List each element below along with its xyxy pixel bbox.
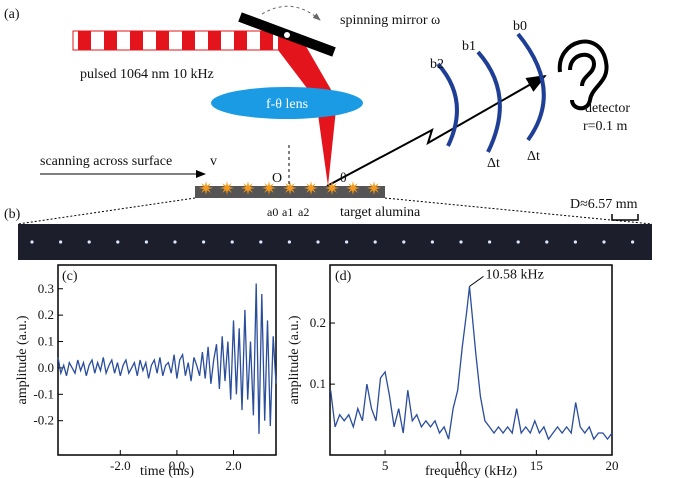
lens [211, 87, 363, 119]
annotation: 10.58 kHz [485, 267, 543, 282]
spot [287, 240, 291, 244]
spark [241, 181, 255, 195]
spot [316, 240, 320, 244]
spark [220, 181, 234, 195]
wavefront [436, 62, 459, 147]
spot [144, 240, 148, 244]
spot [173, 240, 177, 244]
spot [430, 240, 434, 244]
spot [345, 240, 349, 244]
y-tick-label: 0.2 [38, 307, 54, 322]
spot [87, 240, 91, 244]
x-tick-label: 0.0 [169, 458, 185, 473]
lens-label: f-θ lens [266, 97, 308, 112]
spot [573, 240, 578, 244]
mirror-axis [284, 32, 290, 38]
spot [459, 240, 463, 244]
scan-label: scanning across surface [40, 154, 172, 169]
x-tick-label: -2.0 [110, 458, 131, 473]
spark [283, 181, 297, 195]
x-tick-label: 10 [454, 458, 467, 473]
spot [30, 240, 34, 244]
origin-label: O [272, 171, 282, 186]
propagation-arrow [326, 75, 547, 187]
target-label: target alumina [340, 205, 421, 220]
spot [488, 240, 492, 244]
velocity-label: v [210, 154, 217, 169]
wavefront-label: b1 [462, 39, 476, 54]
spot [202, 240, 206, 244]
photo-strip [18, 224, 652, 260]
y-tick-label: 0.0 [38, 360, 54, 375]
spark [304, 181, 318, 195]
laser-beam [72, 30, 286, 51]
scale-label: D≈6.57 mm [570, 197, 638, 212]
plot-frame [329, 264, 613, 456]
spark [367, 181, 381, 195]
spark [346, 181, 360, 195]
scale-bar [611, 214, 639, 221]
spot [116, 240, 120, 244]
spot [602, 240, 606, 244]
spot [259, 240, 263, 244]
delay-label: Δt [527, 149, 540, 164]
y-tick-label: -0.2 [33, 413, 54, 428]
wavefront-label: b0 [513, 19, 527, 34]
signal-line [329, 286, 613, 441]
zoom-line [17, 197, 196, 225]
spark [325, 181, 339, 195]
y-axis-label: amplitude (a.u.) [287, 315, 302, 404]
delay-label: Δt [487, 156, 500, 171]
spark [262, 181, 276, 195]
detector-label: detector [585, 101, 630, 116]
spot [402, 240, 406, 244]
y-axis-label: amplitude (a.u.) [15, 315, 30, 404]
zoom-line [384, 197, 653, 225]
signal-line [57, 283, 277, 434]
mirror-label: spinning mirror ω [340, 13, 440, 28]
spot [59, 240, 63, 244]
spot [631, 240, 635, 244]
site-label: a0 [267, 205, 278, 219]
spot [516, 240, 520, 244]
panel-label: (a) [4, 7, 20, 22]
wavefront [476, 50, 502, 153]
y-tick-label: 0.1 [38, 334, 54, 349]
panel-label: (d) [335, 269, 352, 284]
x-tick-label: 5 [382, 458, 389, 473]
y-tick-label: 0.3 [38, 281, 54, 296]
y-tick-label: 0.2 [310, 315, 326, 330]
site-label: a2 [298, 205, 309, 219]
spot [545, 240, 549, 244]
annotation-leader [469, 275, 484, 287]
wavefront [516, 32, 546, 142]
x-axis-label: frequency (kHz) [425, 464, 517, 478]
x-tick-label: 15 [530, 458, 543, 473]
angle-label: θ [340, 171, 347, 186]
site-label: a1 [282, 205, 293, 219]
spot [373, 240, 377, 244]
spark [199, 181, 213, 195]
x-tick-label: 20 [606, 458, 619, 473]
x-tick-label: 2.0 [225, 458, 241, 473]
y-tick-label: 0.1 [310, 376, 326, 391]
ear-icon [557, 39, 609, 111]
distance-label: r=0.1 m [583, 119, 628, 134]
y-tick-label: -0.1 [33, 386, 54, 401]
panel-label: (c) [62, 269, 78, 284]
panel-label: (b) [4, 207, 21, 222]
laser-label: pulsed 1064 nm 10 kHz [80, 67, 214, 82]
rotation-arrow [261, 5, 321, 21]
x-axis-label: time (ms) [140, 464, 194, 478]
spot [230, 240, 234, 244]
wavefront-label: b2 [430, 57, 444, 72]
